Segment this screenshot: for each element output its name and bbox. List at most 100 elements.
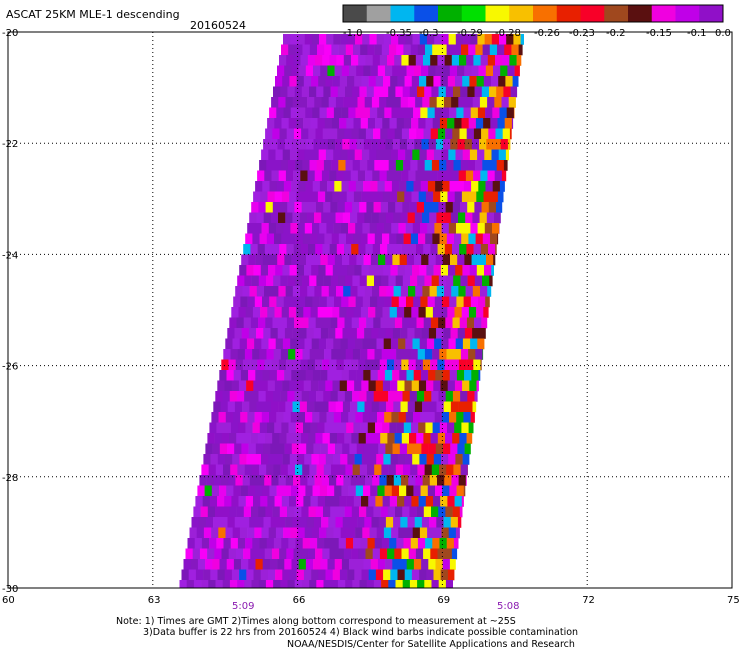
swath-cell: [337, 433, 345, 444]
swath-cell: [232, 454, 240, 465]
swath-cell: [284, 559, 292, 570]
swath-cell: [345, 538, 354, 549]
swath-cell: [456, 181, 465, 192]
swath-cell: [350, 359, 359, 371]
swath-cell: [486, 212, 495, 224]
swath-cell: [231, 380, 240, 392]
swath-cell: [259, 349, 267, 360]
swath-cell: [455, 265, 463, 276]
swath-cell: [293, 128, 302, 140]
swath-cell: [389, 422, 397, 434]
swath-cell: [477, 338, 485, 350]
swath-cell: [336, 548, 345, 560]
swath-cell: [220, 517, 228, 528]
swath-cell: [305, 370, 314, 381]
swath-cell: [284, 254, 292, 266]
swath-cell: [308, 244, 316, 255]
swath-cell: [228, 548, 237, 560]
swath-cell: [432, 233, 440, 245]
swath-cell: [385, 443, 393, 455]
swath-cell: [281, 496, 290, 507]
swath-cell: [380, 506, 389, 518]
swath-cell: [218, 527, 226, 539]
swath-cell: [464, 370, 472, 381]
swath-cell: [405, 412, 414, 423]
swath-cell: [446, 44, 455, 56]
swath-cell: [285, 517, 293, 528]
swath-cell: [317, 538, 325, 549]
swath-cell: [339, 76, 348, 87]
swath-cell: [439, 538, 447, 549]
swath-cell: [288, 233, 296, 245]
swath-cell: [303, 307, 311, 318]
swath-cell: [475, 160, 483, 171]
swath-cell: [221, 475, 229, 486]
swath-cell: [386, 286, 394, 297]
swath-cell: [289, 569, 297, 581]
data-swath: [179, 34, 524, 588]
swath-cell: [435, 254, 444, 266]
swath-cell: [274, 233, 282, 245]
swath-cell: [414, 254, 422, 266]
swath-cell: [269, 370, 278, 381]
swath-cell: [281, 307, 290, 318]
swath-cell: [192, 548, 201, 560]
swath-cell: [452, 202, 461, 213]
swath-cell: [434, 296, 443, 308]
swath-cell: [367, 233, 376, 245]
swath-cell: [362, 223, 370, 234]
swath-cell: [509, 128, 512, 140]
swath-cell: [342, 401, 351, 413]
swath-cell: [269, 559, 278, 570]
swath-cell: [283, 527, 291, 539]
swath-cell: [256, 517, 264, 528]
swath-cell: [349, 443, 357, 455]
swath-cell: [329, 433, 338, 444]
swath-cell: [323, 391, 331, 402]
swath-cell: [247, 412, 255, 423]
swath-cell: [330, 86, 339, 98]
swath-cell: [497, 44, 505, 56]
swath-cell: [465, 170, 474, 182]
swath-cell: [208, 464, 217, 476]
swath-cell: [378, 328, 386, 339]
swath-cell: [341, 485, 349, 497]
swath-cell: [279, 317, 288, 329]
swath-cell: [347, 527, 356, 539]
swath-cell: [321, 475, 330, 486]
swath-cell: [441, 454, 449, 465]
swath-cell: [410, 233, 419, 245]
swath-cell: [482, 160, 490, 171]
swath-cell: [360, 118, 369, 129]
swath-cell: [268, 265, 276, 276]
swath-cell: [427, 485, 436, 497]
swath-cell: [398, 296, 407, 308]
swath-cell: [417, 464, 425, 476]
swath-cell: [316, 580, 324, 588]
swath-cell: [303, 76, 312, 87]
swath-cell: [314, 401, 322, 413]
swath-cell: [294, 506, 302, 518]
swath-cell: [258, 202, 266, 213]
swath-cell: [284, 139, 293, 150]
swath-cell: [294, 391, 302, 402]
swath-cell: [352, 464, 361, 476]
swath-cell: [317, 44, 325, 56]
swath-cell: [369, 107, 378, 119]
swath-cell: [371, 212, 380, 224]
swath-cell: [238, 380, 247, 392]
swath-cell: [251, 391, 259, 402]
swath-cell: [343, 548, 352, 560]
swath-cell: [309, 538, 318, 549]
swath-cell: [367, 349, 375, 360]
swath-cell: [454, 380, 463, 392]
swath-cell: [287, 391, 295, 402]
swath-cell: [403, 160, 411, 171]
swath-cell: [479, 97, 488, 108]
swath-cell: [244, 275, 252, 287]
swath-cell: [290, 34, 298, 45]
swath-cell: [333, 454, 341, 465]
swath-cell: [364, 212, 372, 224]
swath-cell: [355, 107, 363, 119]
lat-label: -22: [2, 139, 18, 150]
